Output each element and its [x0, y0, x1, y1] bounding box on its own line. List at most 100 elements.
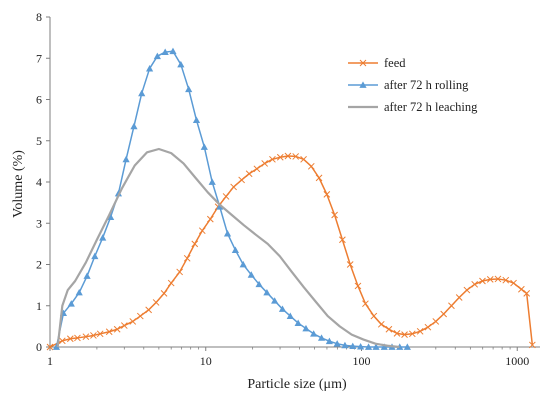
- x-marker-stroke: [479, 277, 486, 285]
- x-marker-stroke: [238, 176, 245, 184]
- legend: feed after 72 h rolling after 72 h leachin…: [348, 56, 478, 114]
- x-marker: [191, 240, 199, 248]
- triangle-marker: [138, 89, 146, 97]
- x-marker: [448, 302, 455, 310]
- x-marker: [120, 322, 128, 329]
- legend-label: feed: [384, 56, 406, 70]
- x-marker: [307, 162, 315, 170]
- triangle-marker: [294, 319, 302, 326]
- x-marker-stroke: [245, 170, 253, 178]
- x-marker: [440, 310, 448, 318]
- x-marker-stroke: [230, 183, 237, 191]
- x-marker: [136, 312, 144, 320]
- x-marker: [528, 341, 536, 349]
- x-marker-stroke: [145, 306, 153, 314]
- x-marker: [401, 331, 408, 338]
- x-marker: [276, 153, 284, 161]
- x-marker-stroke: [90, 332, 97, 339]
- x-marker-stroke: [354, 282, 362, 290]
- x-marker: [105, 328, 113, 336]
- x-marker-stroke: [206, 215, 214, 223]
- x-marker-stroke: [494, 275, 502, 283]
- triangle-marker: [200, 143, 208, 150]
- triangle-marker: [380, 343, 388, 350]
- triangle-marker: [357, 342, 365, 350]
- x-marker: [323, 191, 331, 198]
- x-marker: [300, 155, 307, 163]
- triangle-marker: [122, 155, 130, 163]
- x-marker: [90, 332, 97, 339]
- x-marker: [222, 193, 230, 200]
- x-marker-stroke: [136, 312, 144, 320]
- triangle-marker: [185, 85, 193, 93]
- x-marker-stroke: [346, 261, 354, 268]
- x-marker-stroke: [183, 254, 191, 262]
- x-marker: [362, 300, 369, 308]
- y-axis-title: Volume (%): [11, 150, 26, 218]
- x-tick-label: 1000: [505, 354, 529, 368]
- series-line: [55, 50, 408, 348]
- x-marker: [167, 279, 175, 287]
- x-marker: [494, 275, 502, 283]
- y-tick-label: 4: [36, 175, 42, 189]
- x-marker-stroke: [113, 325, 121, 333]
- x-marker: [129, 318, 137, 325]
- x-marker: [152, 299, 160, 306]
- x-tick-label: 10: [200, 354, 212, 368]
- x-marker: [113, 325, 121, 333]
- x-marker: [284, 152, 292, 160]
- legend-item-1: after 72 h rolling: [348, 78, 469, 92]
- triangle-marker: [130, 122, 138, 130]
- x-marker-stroke: [261, 160, 269, 167]
- triangle-marker: [325, 337, 333, 345]
- x-marker: [176, 268, 184, 276]
- x-marker-stroke: [66, 335, 74, 343]
- x-marker: [416, 327, 424, 335]
- triangle-marker: [161, 48, 169, 55]
- x-marker: [331, 211, 338, 219]
- x-marker-stroke: [292, 153, 300, 160]
- x-marker-stroke: [160, 290, 168, 297]
- x-marker: [502, 276, 510, 284]
- x-marker-stroke: [46, 343, 54, 351]
- triangle-marker: [286, 312, 294, 319]
- triangle-marker: [67, 300, 75, 307]
- x-marker: [346, 261, 354, 268]
- x-marker: [245, 170, 253, 178]
- x-marker-stroke: [528, 341, 536, 349]
- series-line: [56, 147, 400, 349]
- x-marker: [46, 343, 54, 351]
- x-marker-stroke: [370, 312, 378, 320]
- x-marker-stroke: [440, 310, 448, 318]
- series-2: [56, 147, 400, 349]
- x-marker-stroke: [424, 323, 432, 331]
- y-tick-label: 6: [36, 93, 42, 107]
- x-marker-stroke: [393, 330, 401, 337]
- x-marker-stroke: [362, 300, 369, 308]
- y-tick-label: 2: [36, 258, 42, 272]
- x-marker: [432, 318, 440, 325]
- x-marker-stroke: [74, 334, 81, 342]
- triangle-marker: [403, 343, 411, 350]
- triangle-marker: [239, 260, 247, 268]
- triangle-marker: [396, 343, 404, 350]
- series-0: [46, 152, 536, 351]
- x-marker-stroke: [518, 285, 525, 293]
- triangle-marker: [317, 334, 326, 341]
- x-marker: [292, 153, 300, 160]
- legend-label: after 72 h rolling: [384, 78, 469, 92]
- triangle-marker: [263, 288, 271, 296]
- triangle-marker: [231, 246, 239, 253]
- x-marker: [385, 325, 393, 333]
- x-marker: [479, 277, 486, 285]
- triangle-marker: [216, 203, 224, 210]
- x-marker-stroke: [408, 330, 416, 338]
- x-marker: [96, 330, 104, 338]
- x-tick-label: 1: [47, 354, 53, 368]
- triangle-marker: [99, 234, 107, 241]
- x-marker: [82, 333, 90, 341]
- x-marker-stroke: [120, 322, 128, 329]
- x-marker-stroke: [198, 227, 206, 235]
- series-1: [52, 47, 411, 350]
